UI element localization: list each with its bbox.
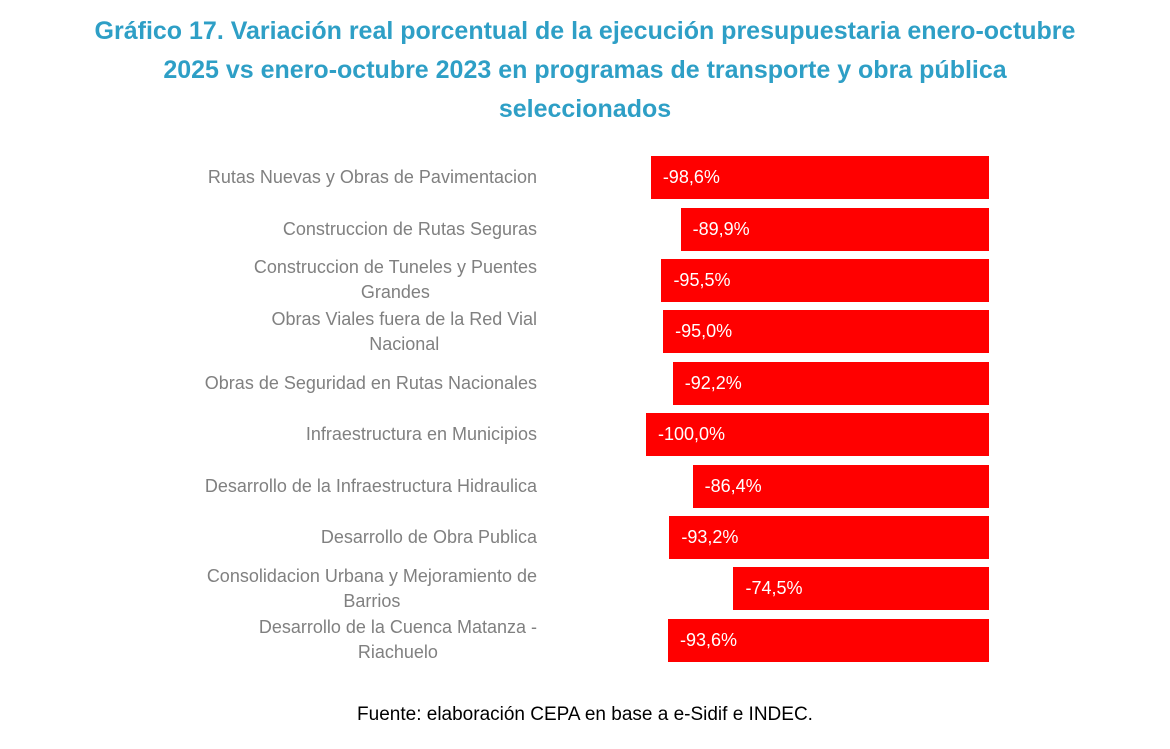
source-note: Fuente: elaboración CEPA en base a e-Sid… (357, 703, 813, 725)
category-label: Desarrollo de Obra Publica (0, 525, 537, 550)
category-label-text: Desarrollo de la Cuenca Matanza - Riachu… (258, 617, 537, 663)
category-label-text: Rutas Nuevas y Obras de Pavimentacion (207, 167, 537, 188)
bar-value-label: -89,9% (692, 218, 750, 239)
plot-area: -92,2% (646, 361, 989, 405)
bar: -93,6% (667, 618, 989, 662)
bar: -93,2% (669, 515, 989, 559)
category-label: Rutas Nuevas y Obras de Pavimentacion (0, 165, 537, 190)
category-label-text: Desarrollo de Obra Publica (320, 526, 537, 547)
plot-area: -74,5% (646, 567, 989, 611)
category-label-text: Obras Viales fuera de la Red Vial Nacion… (271, 308, 538, 354)
plot-area: -100,0% (646, 413, 989, 457)
chart-title: Gráfico 17. Variación real porcentual de… (94, 17, 1076, 123)
bar-value-label: -98,6% (662, 167, 720, 188)
chart-row: Obras Viales fuera de la Red Vial Nacion… (0, 306, 1170, 357)
bar: -86,4% (692, 464, 989, 508)
chart-row: Consolidacion Urbana y Mejoramiento de B… (0, 563, 1170, 614)
bar-chart: Rutas Nuevas y Obras de Pavimentacion -9… (0, 152, 1170, 666)
plot-area: -93,6% (646, 618, 989, 662)
plot-area: -89,9% (646, 207, 989, 251)
bar: -95,5% (661, 258, 989, 302)
bar-value-label: -100,0% (658, 424, 726, 445)
bar: -98,6% (650, 156, 989, 200)
category-label: Obras de Seguridad en Rutas Nacionales (0, 371, 537, 396)
plot-area: -98,6% (646, 156, 989, 200)
bar-value-label: -93,6% (679, 629, 737, 650)
bar-value-label: -93,2% (681, 526, 739, 547)
category-label: Construccion de Rutas Seguras (0, 217, 537, 242)
category-label: Consolidacion Urbana y Mejoramiento de B… (0, 564, 537, 614)
chart-row: Infraestructura en Municipios -100,0% (0, 409, 1170, 460)
chart-row: Construccion de Rutas Seguras -89,9% (0, 203, 1170, 254)
plot-area: -86,4% (646, 464, 989, 508)
bar: -95,0% (663, 310, 989, 354)
bar-value-label: -74,5% (745, 578, 803, 599)
category-label: Infraestructura en Municipios (0, 422, 537, 447)
plot-area: -93,2% (646, 515, 989, 559)
category-label: Obras Viales fuera de la Red Vial Nacion… (0, 307, 538, 357)
bar-value-label: -92,2% (684, 372, 742, 393)
category-label: Desarrollo de la Infraestructura Hidraul… (0, 474, 537, 499)
category-label-text: Infraestructura en Municipios (305, 424, 537, 445)
plot-area: -95,0% (646, 310, 989, 354)
chart-row: Construccion de Tuneles y Puentes Grande… (0, 255, 1170, 306)
category-label-text: Desarrollo de la Infraestructura Hidraul… (204, 475, 537, 496)
chart-row: Desarrollo de la Cuenca Matanza - Riachu… (0, 615, 1170, 666)
category-label: Desarrollo de la Cuenca Matanza - Riachu… (0, 615, 537, 665)
chart-row: Desarrollo de la Infraestructura Hidraul… (0, 460, 1170, 511)
bar: -92,2% (672, 361, 989, 405)
bar: -89,9% (680, 207, 989, 251)
chart-row: Rutas Nuevas y Obras de Pavimentacion -9… (0, 152, 1170, 203)
category-label-text: Obras de Seguridad en Rutas Nacionales (204, 372, 537, 393)
chart-row: Obras de Seguridad en Rutas Nacionales -… (0, 358, 1170, 409)
category-label: Construccion de Tuneles y Puentes Grande… (0, 255, 537, 305)
category-label-text: Construccion de Rutas Seguras (282, 218, 537, 239)
category-label-text: Construccion de Tuneles y Puentes Grande… (253, 257, 537, 303)
chart-row: Desarrollo de Obra Publica -93,2% (0, 512, 1170, 563)
plot-area: -95,5% (646, 258, 989, 302)
bar: -100,0% (646, 413, 989, 457)
bar-value-label: -95,0% (675, 321, 733, 342)
bar: -74,5% (733, 567, 989, 611)
category-label-text: Consolidacion Urbana y Mejoramiento de B… (206, 565, 537, 611)
bar-value-label: -95,5% (673, 269, 731, 290)
bar-value-label: -86,4% (704, 475, 762, 496)
